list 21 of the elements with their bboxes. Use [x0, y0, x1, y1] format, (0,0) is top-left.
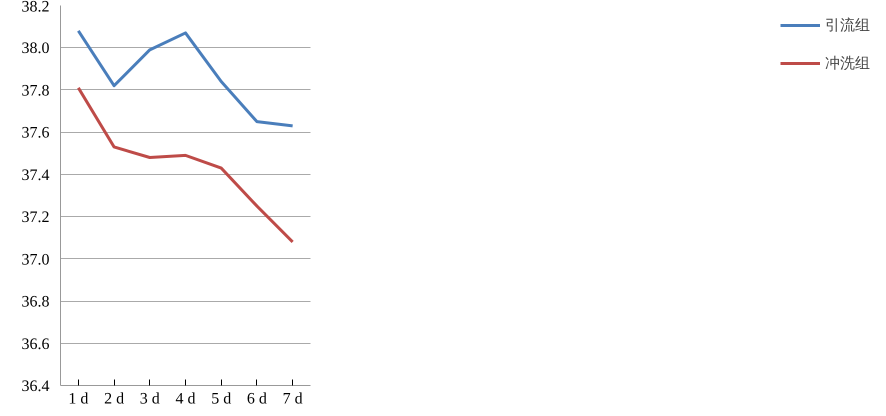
y-tick-label: 37.4 [22, 166, 50, 184]
y-tick-label: 37.6 [22, 124, 50, 142]
y-tick-label: 36.4 [22, 378, 50, 395]
y-tick-label: 37.8 [22, 82, 50, 100]
y-tick-label: 37.2 [22, 209, 50, 226]
legend-label: 引流组 [825, 16, 870, 34]
x-tick-label: 1 d [68, 390, 88, 408]
y-tick-label: 36.6 [22, 336, 50, 353]
y-tick-label: 37.0 [22, 251, 50, 268]
x-tick-label: 2 d [104, 390, 124, 408]
x-tick-label: 6 d [246, 390, 267, 408]
x-tick-label: 5 d [211, 390, 232, 408]
x-tick-label: 4 d [176, 390, 196, 408]
y-tick-label: 36.8 [22, 294, 50, 311]
line-series [76, 29, 294, 128]
y-tick-label: 38.2 [22, 0, 50, 16]
x-tick-label: 3 d [140, 390, 160, 408]
y-tick-label: 38.0 [22, 40, 50, 58]
legend-label: 冲洗组 [825, 54, 870, 72]
x-tick-label: 7 d [282, 390, 303, 408]
line-series [76, 86, 294, 244]
